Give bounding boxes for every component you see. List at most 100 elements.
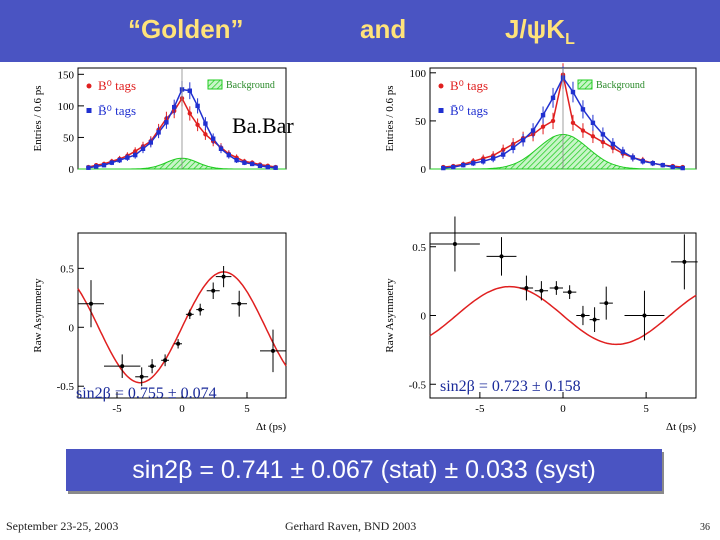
b0bar-point [640,159,645,164]
b0bar-point [580,107,586,112]
y-tick-label: 50 [63,132,75,144]
asym-point [452,242,457,246]
b0bar-point [109,160,114,165]
y-tick-label: 0 [421,311,427,323]
b0bar-point [187,88,192,93]
b0bar-point [195,103,200,109]
x-tick-label: 5 [643,403,649,415]
y-tick-label: 100 [410,68,427,80]
b0bar-point [570,89,576,95]
b0bar-point [441,165,446,171]
x-tick-label: 0 [179,403,185,415]
legend-background-label: Background [226,80,275,91]
b0bar-point [490,156,496,161]
babar-label: Ba.Bar [232,113,294,138]
jpsikl-asymmetry-panel: -0.5 0 0.5 -5 0 5 Δt (ps) Raw Asymmetry sin2β = … [382,173,702,438]
legend-b0bar-label: B̄⁰ tags [98,103,136,118]
y-axis-label: Raw Asymmetry [32,278,44,353]
x-axis-label: Δt (ps) [666,421,696,433]
b0-point [133,149,138,154]
b0bar-point [650,161,655,166]
golden-asymmetry-panel: -0.5 0 0.5 -5 0 5 Δt (ps) Raw Asymmetry sin2β = … [30,173,292,438]
b0bar-point [510,145,516,151]
x-tick-label: 5 [244,403,250,415]
b0bar-point [451,164,456,170]
asym-point [163,358,168,363]
b0bar-point [265,164,270,170]
b0-point [187,111,192,116]
y-axis-label: Entries / 0.6 ps [384,86,396,152]
b0bar-point [660,162,665,168]
b0bar-point [94,164,99,169]
asym-point [592,317,597,322]
footer-author: Gerhard Raven, BND 2003 [285,519,417,533]
asym-point [539,288,544,293]
title-jpsikl-sub: L [565,31,575,49]
y-tick-label: 150 [58,69,75,81]
y-tick-label: 50 [415,116,427,128]
asym-point [89,301,93,306]
b0bar-point [471,161,476,166]
b0bar-point [257,163,263,169]
x-tick-label: -5 [475,403,485,415]
asym-point [237,301,242,306]
b0bar-point [117,157,122,163]
asym-point [682,259,687,264]
y-tick-label: 0 [421,164,427,176]
asym-point [198,307,203,312]
b0bar-point [101,163,107,168]
b0-point [195,122,200,128]
asym-point [580,313,585,318]
b0bar-point [530,128,536,133]
b0bar-point [164,120,169,125]
y-axis-label: Entries / 0.6 ps [32,86,44,152]
b0bar-point [140,146,146,151]
b0bar-point [481,159,486,164]
jpsikl-entries-panel: 0 50 100 Entries / 0.6 ps B⁰ tags B̄⁰ tags Bac… [382,62,702,176]
panel-bg [30,173,292,438]
b0-point [600,139,606,145]
title-jpsikl: J/ψKL [505,14,575,49]
asym-point [524,286,529,290]
b0bar-point [620,149,626,154]
asym-point [120,364,125,369]
combined-result: sin2β = 0.741 ± 0.067 (stat) ± 0.033 (sy… [66,449,662,491]
asym-point [139,374,144,379]
asym-point [554,286,559,290]
b0bar-point [500,152,506,157]
b0bar-point [520,137,526,143]
b0bar-point [680,165,685,171]
title-and: and [360,14,407,44]
legend-b0-label: B⁰ tags [450,78,488,93]
title-golden: “Golden” [128,14,244,44]
asym-point [567,290,572,295]
b0bar-point [203,121,208,126]
asym-point [499,254,504,259]
y-tick-label: 0.5 [60,263,74,275]
b0bar-point [670,164,675,170]
sin2beta-annotation: sin2β = 0.723 ± 0.158 [440,378,581,395]
asymmetry-fit-curve [77,271,287,384]
b0-point [550,118,556,124]
y-tick-label: 0 [69,322,75,334]
legend-background-marker [207,79,223,90]
b0bar-point [86,165,91,170]
b0bar-point [600,132,606,137]
sin2beta-annotation: sin2β = 0.755 ± 0.074 [76,385,217,402]
asym-point [211,288,216,293]
b0bar-point [273,165,278,170]
legend-b0bar-marker [438,108,444,113]
asym-point [604,301,609,306]
b0bar-point [610,141,616,147]
b0bar-point [250,161,255,167]
b0bar-point [461,162,466,168]
asym-point [187,312,192,317]
y-tick-label: -0.5 [57,381,75,393]
legend-b0-marker [86,83,92,89]
title-jpsikl-main: J/ψK [505,14,566,44]
y-tick-label: 0 [69,164,75,176]
y-tick-label: 100 [58,101,75,113]
b0bar-point [125,155,130,160]
b0-point [203,132,208,137]
legend-background-marker [577,79,593,90]
